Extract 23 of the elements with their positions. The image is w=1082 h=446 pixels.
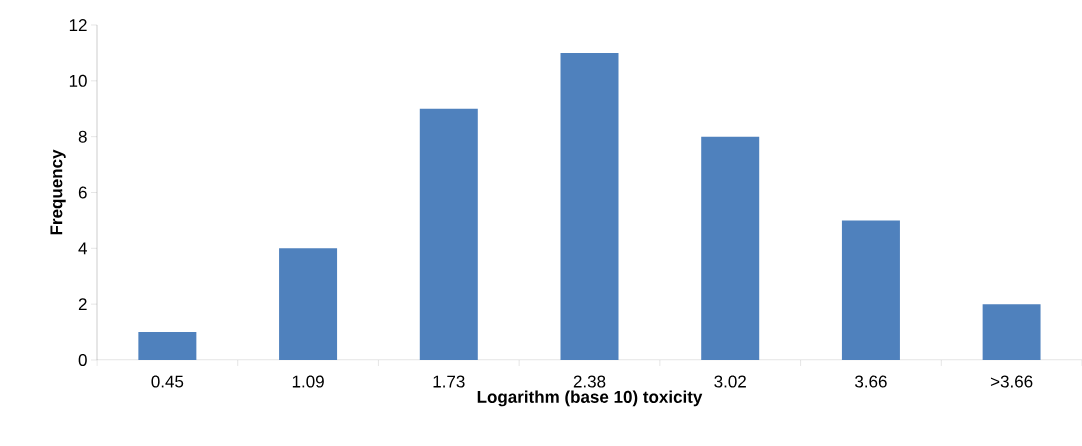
- y-tick-label: 10: [69, 74, 87, 87]
- bar: [279, 248, 338, 360]
- x-tick-label: 0.45: [151, 375, 184, 388]
- bar: [560, 52, 619, 360]
- x-tick-label: 1.73: [433, 375, 465, 388]
- x-tick-label: >3.66: [990, 375, 1033, 388]
- x-tick-label: 3.66: [855, 375, 887, 388]
- x-tick-label: 1.09: [292, 375, 324, 388]
- bar: [138, 332, 197, 360]
- y-tick-label: 0: [78, 353, 87, 367]
- y-axis-title: Frequency: [50, 149, 66, 235]
- x-tick-label: 2.38: [573, 375, 606, 388]
- bar: [841, 220, 900, 360]
- y-tick-label: 8: [78, 130, 87, 143]
- x-axis-title: Logarithm (base 10) toxicity: [477, 390, 703, 407]
- y-tick-label: 4: [78, 242, 87, 255]
- y-tick-label: 6: [78, 186, 87, 199]
- bar: [419, 108, 478, 360]
- y-tick-label: 2: [78, 298, 87, 311]
- bar: [701, 136, 760, 360]
- x-tick-label: 3.02: [714, 375, 746, 388]
- bar: [982, 304, 1041, 360]
- y-tick-label: 12: [69, 19, 87, 31]
